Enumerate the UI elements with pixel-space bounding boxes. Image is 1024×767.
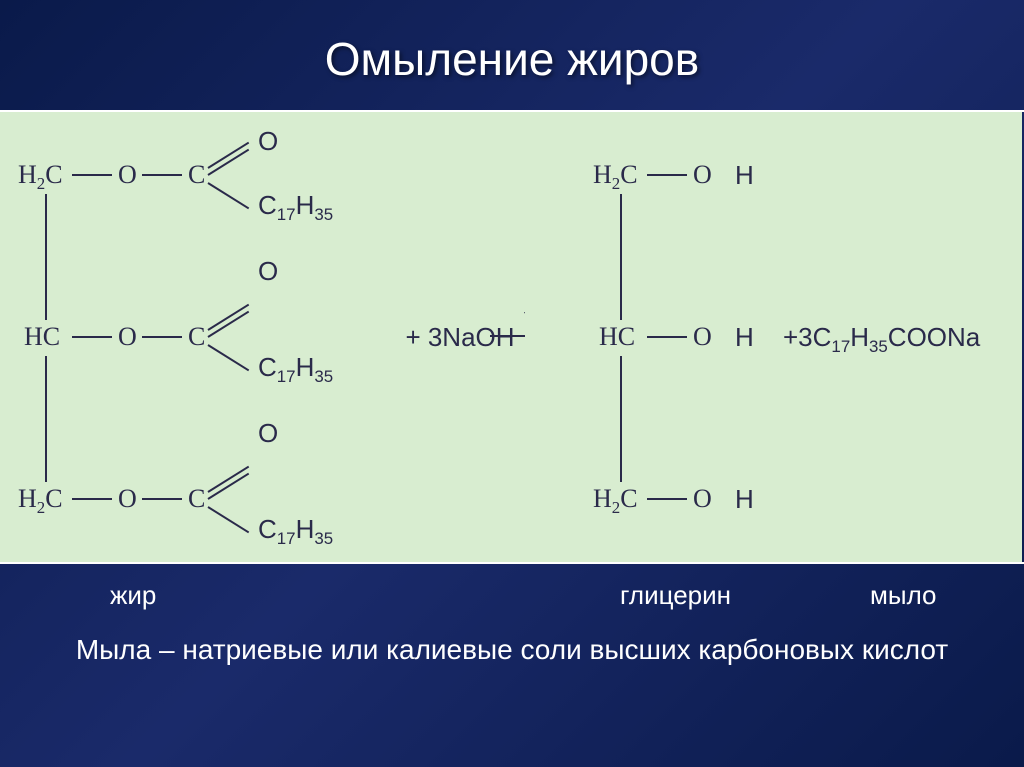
- g-v1: [620, 194, 622, 320]
- atom-hc: HC: [24, 322, 60, 352]
- g-hc: HC: [599, 322, 635, 352]
- bond-oc-2: [142, 336, 182, 338]
- atom-h2c-2: H2C: [18, 484, 63, 518]
- atom-h2c-1: H2C: [18, 160, 63, 194]
- g-h-2: H: [735, 322, 754, 353]
- bond-co-1: [72, 174, 112, 176]
- bond-chain-3: [207, 506, 249, 533]
- g-o-3: O: [693, 484, 712, 514]
- atom-dO-3: O: [258, 418, 278, 449]
- caption-definition: Мыла – натриевые или калиевые соли высши…: [0, 620, 1024, 669]
- labels-row: жир глицерин мыло: [0, 564, 1024, 620]
- reaction-area: H2C HC H2C O O O C C C O C17H3: [0, 112, 1024, 562]
- chain-1: C17H35: [258, 190, 333, 225]
- g-h2c-1: H2C: [593, 160, 638, 194]
- bond-v1: [45, 194, 47, 320]
- g-h-1: H: [735, 160, 754, 191]
- bond-v2: [45, 356, 47, 482]
- product-soap-salt: +3C17H35COONa: [783, 322, 980, 357]
- g-co-3: [647, 498, 687, 500]
- atom-o-2: O: [118, 322, 137, 352]
- reactant-fat-structure: H2C HC H2C O O O C C C O C17H3: [0, 112, 395, 562]
- bond-dO-3a: [207, 466, 249, 493]
- bond-oc-1: [142, 174, 182, 176]
- product-panel: H2C HC H2C O O O H H H +3C17H35COONa: [525, 112, 1022, 562]
- label-soap: мыло: [870, 580, 937, 611]
- label-glycerin: глицерин: [620, 580, 731, 611]
- g-co-2: [647, 336, 687, 338]
- atom-o-3: O: [118, 484, 137, 514]
- slide-title: Омыление жиров: [0, 0, 1024, 110]
- atom-o-1: O: [118, 160, 137, 190]
- g-h-3: H: [735, 484, 754, 515]
- g-co-1: [647, 174, 687, 176]
- bond-co-3: [72, 498, 112, 500]
- g-v2: [620, 356, 622, 482]
- bond-dO-1a: [207, 142, 249, 169]
- g-o-2: O: [693, 322, 712, 352]
- atom-dO-1: O: [258, 126, 278, 157]
- g-o-1: O: [693, 160, 712, 190]
- atom-c-1: C: [188, 160, 205, 190]
- bond-dO-2a: [207, 304, 249, 331]
- atom-c-2: C: [188, 322, 205, 352]
- bond-co-2: [72, 336, 112, 338]
- g-h2c-2: H2C: [593, 484, 638, 518]
- bond-oc-3: [142, 498, 182, 500]
- label-fat: жир: [110, 580, 156, 611]
- chain-3: C17H35: [258, 514, 333, 549]
- bond-chain-2: [207, 344, 249, 371]
- bond-chain-1: [207, 182, 249, 209]
- atom-dO-2: O: [258, 256, 278, 287]
- chain-2: C17H35: [258, 352, 333, 387]
- atom-c-3: C: [188, 484, 205, 514]
